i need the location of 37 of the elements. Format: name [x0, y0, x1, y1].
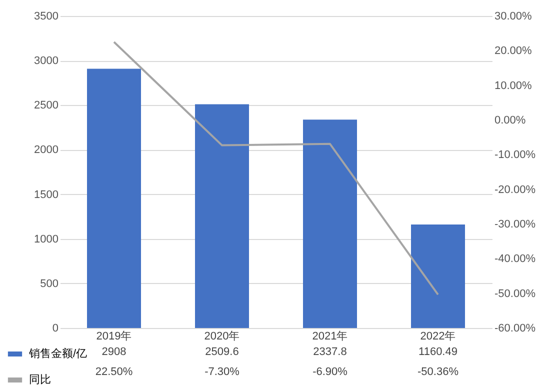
- data-label: 2509.6: [205, 346, 239, 358]
- y2-tick-label: -40.00%: [494, 253, 536, 266]
- bar: [411, 224, 465, 328]
- data-label: -50.36%: [418, 366, 459, 378]
- data-label: -6.90%: [312, 366, 348, 378]
- x-tick-label: 2022年: [420, 330, 456, 342]
- y2-tick-label: -60.00%: [494, 322, 536, 334]
- bar: [87, 68, 141, 328]
- y2-tick-label: 10.00%: [494, 80, 532, 92]
- y2-tick-label: -30.00%: [494, 218, 536, 230]
- x-tick-label: 2020年: [204, 330, 240, 342]
- y-tick-label: 0: [52, 322, 58, 334]
- x-tick-label: 2019年: [96, 330, 132, 342]
- y-tick-label: 1500: [34, 188, 58, 201]
- x-tick-label: 2021年: [312, 330, 348, 342]
- y-tick-label: 3500: [34, 10, 58, 22]
- line-series: [113, 41, 439, 296]
- y-tick-label: 2500: [34, 100, 58, 112]
- y2-tick-label: 30.00%: [494, 10, 532, 22]
- y-tick-label: 3000: [34, 55, 58, 68]
- legend-label: 销售金额/亿: [28, 347, 88, 360]
- bar: [303, 120, 357, 328]
- y-tick-label: 2000: [34, 144, 58, 156]
- y2-tick-label: -50.00%: [494, 288, 536, 300]
- y-tick-label: 1000: [34, 233, 58, 246]
- legend-label: 同比: [29, 373, 51, 386]
- data-label: -7.30%: [204, 366, 240, 378]
- data-label: 2337.8: [313, 346, 347, 358]
- y2-tick-label: -20.00%: [494, 184, 536, 196]
- bar: [195, 104, 249, 328]
- data-label: 22.50%: [95, 366, 133, 378]
- data-label: 1160.49: [418, 346, 458, 358]
- y-tick-label: 500: [40, 278, 58, 290]
- y2-tick-label: 0.00%: [494, 114, 526, 126]
- data-label: 2908: [102, 346, 126, 358]
- y2-tick-label: -10.00%: [494, 149, 536, 162]
- y2-tick-label: 20.00%: [494, 45, 532, 58]
